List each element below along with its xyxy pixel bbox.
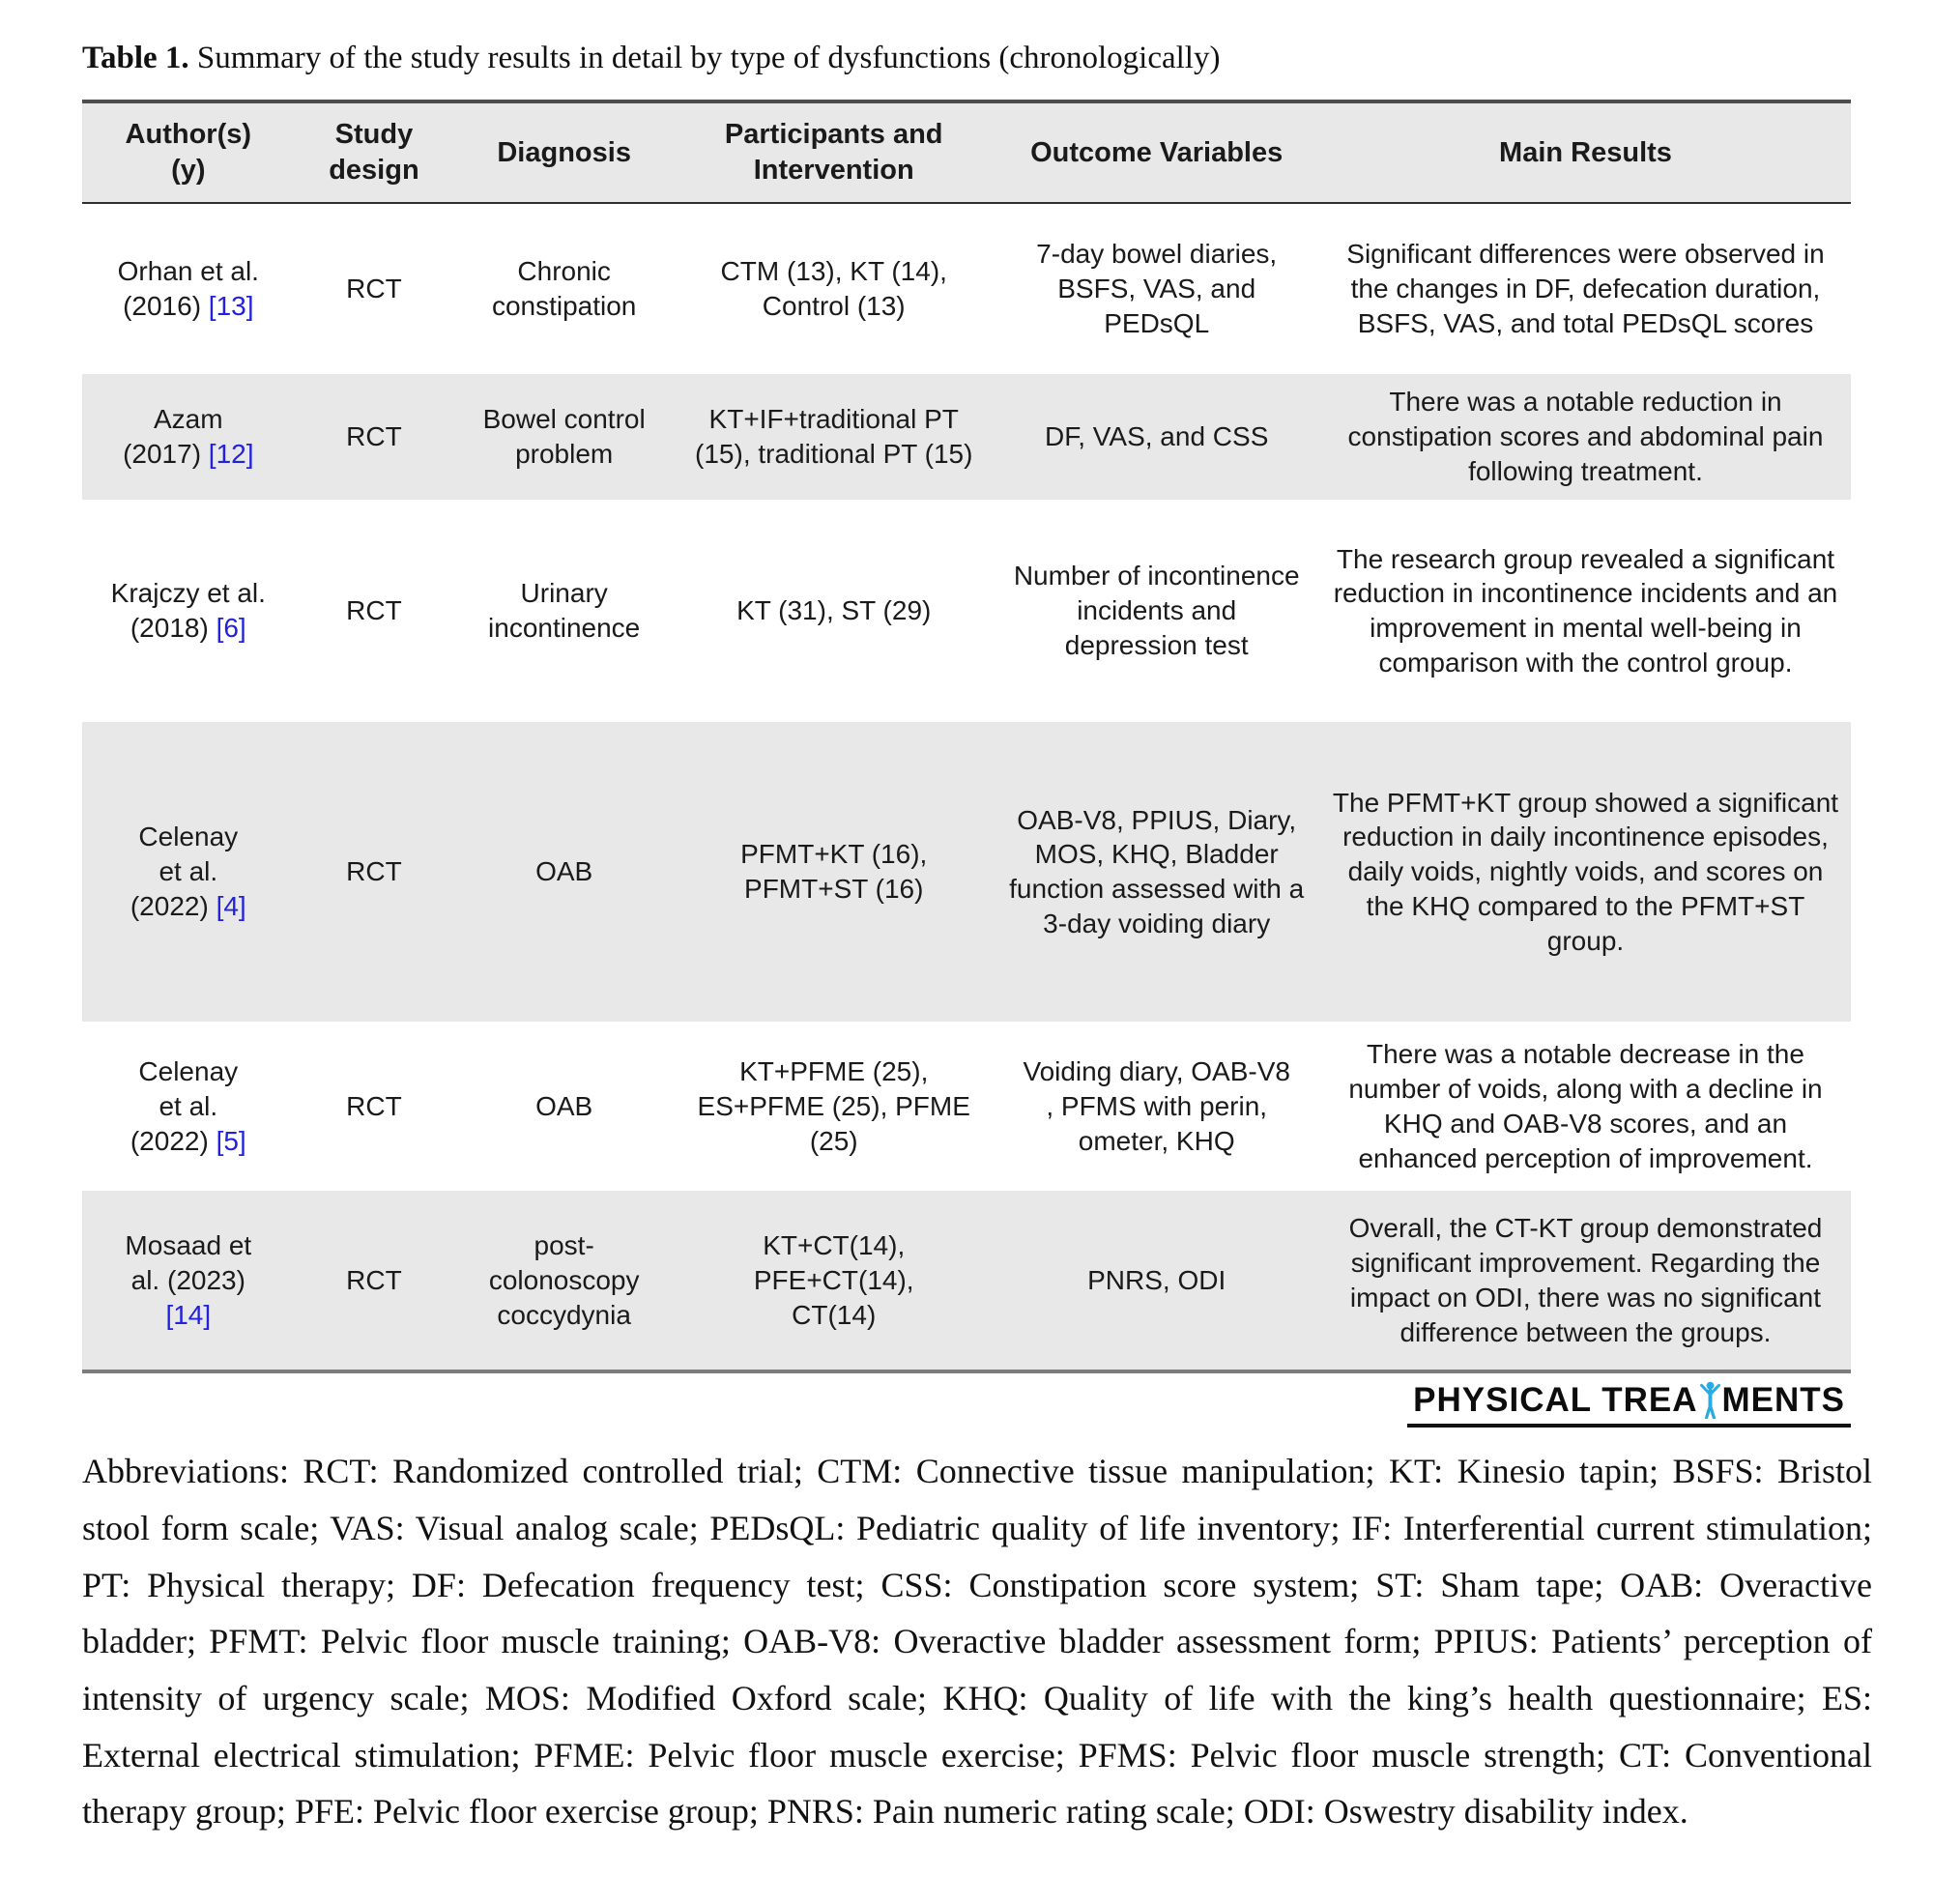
logo-text-right: MENTS [1721,1381,1845,1420]
page: Table 1. Summary of the study results in… [82,41,1872,1840]
logo-text-left: PHYSICAL TREA [1413,1381,1698,1420]
cell-design: RCT [346,1090,402,1121]
cell-design: RCT [346,421,402,452]
col-header-design: Study design [329,119,419,187]
cell-participants: KT+IF+traditional PT (15), traditional P… [695,404,973,470]
col-header-results: Main Results [1499,136,1672,168]
cell-results: There was a notable reduction in constip… [1347,387,1824,487]
journal-logo: PHYSICAL TREA MENTS [1407,1381,1851,1428]
cell-diagnosis: Bowel control problem [482,404,646,470]
cell-diagnosis: OAB [535,1090,593,1121]
citation-link[interactable]: [6] [216,613,246,644]
cell-author: Celenay et al. (2022) [5] [82,1022,295,1191]
cell-author: Mosaad et al. (2023) [14] [82,1191,295,1371]
citation-link[interactable]: [4] [216,891,246,922]
table-row: Mosaad et al. (2023) [14] RCT post- colo… [82,1191,1851,1372]
table-row: Krajczy et al. (2018) [6] RCT Urinary in… [82,500,1851,722]
table-row: Orhan et al. (2016) [13] RCT Chronic con… [82,203,1851,374]
cell-participants: KT (31), ST (29) [736,595,932,626]
logo-row: PHYSICAL TREA MENTS [82,1381,1851,1428]
author-text: Celenay et al. (2022) [130,822,239,922]
citation-link[interactable]: [12] [208,439,254,470]
cell-outcomes: DF, VAS, and CSS [1045,421,1269,452]
table-row: Celenay et al. (2022) [4] RCT OAB PFMT+K… [82,722,1851,1023]
author-text: Krajczy et al. (2018) [110,578,266,644]
cell-results: The PFMT+KT group showed a significant r… [1332,787,1839,956]
table-number: Table 1. [82,41,189,75]
cell-diagnosis: OAB [535,856,593,887]
author-text: Azam (2017) [123,404,223,470]
cell-results: Significant differences were observed in… [1346,239,1825,339]
col-header-outcomes: Outcome Variables [1030,136,1284,168]
citation-link[interactable]: [5] [216,1125,246,1156]
cell-results: There was a notable decrease in the numb… [1348,1039,1823,1173]
table-caption: Table 1. Summary of the study results in… [82,41,1872,76]
cell-design: RCT [346,856,402,887]
author-text: Orhan et al. (2016) [117,256,259,322]
cell-design: RCT [346,595,402,626]
cell-author: Azam (2017) [12] [82,374,295,500]
cell-results: Overall, the CT-KT group demonstrated si… [1348,1213,1823,1347]
cell-results: The research group revealed a significan… [1333,543,1838,678]
cell-design: RCT [346,1264,402,1295]
cell-author: Krajczy et al. (2018) [6] [82,500,295,722]
cell-diagnosis: Chronic constipation [491,256,637,322]
citation-link[interactable]: [13] [208,291,254,322]
cell-outcomes: Number of incontinence incidents and dep… [1013,561,1300,661]
author-text: Mosaad et al. (2023) [125,1229,252,1295]
citation-link[interactable]: [14] [165,1299,212,1330]
cell-outcomes: 7-day bowel diaries, BSFS, VAS, and PEDs… [1036,239,1278,339]
cell-diagnosis: post- colonoscopy coccydynia [488,1229,640,1330]
header-row: Author(s) (y) Study design Diagnosis Par… [82,101,1851,204]
cell-outcomes: PNRS, ODI [1087,1264,1226,1295]
col-header-participants: Participants and Intervention [724,119,943,187]
results-table: Author(s) (y) Study design Diagnosis Par… [82,100,1851,1374]
table-row: Celenay et al. (2022) [5] RCT OAB KT+PFM… [82,1022,1851,1191]
table-caption-text: Summary of the study results in detail b… [188,41,1221,75]
cell-outcomes: Voiding diary, OAB-V8 , PFMS with perin,… [1023,1055,1290,1156]
col-header-diagnosis: Diagnosis [497,136,631,168]
cell-outcomes: OAB-V8, PPIUS, Diary, MOS, KHQ, Bladder … [1009,804,1305,939]
person-icon [1699,1381,1720,1420]
cell-participants: CTM (13), KT (14), Control (13) [720,256,947,322]
col-header-author: Author(s) (y) [125,119,252,187]
cell-participants: PFMT+KT (16), PFMT+ST (16) [740,839,928,905]
cell-participants: KT+PFME (25), ES+PFME (25), PFME (25) [697,1055,970,1156]
cell-author: Celenay et al. (2022) [4] [82,722,295,1022]
table-row: Azam (2017) [12] RCT Bowel control probl… [82,374,1851,501]
abbreviations-text: Abbreviations: RCT: Randomized controlle… [82,1452,1872,1832]
cell-design: RCT [346,274,402,304]
cell-diagnosis: Urinary incontinence [488,578,641,644]
cell-author: Orhan et al. (2016) [13] [82,203,295,374]
cell-participants: KT+CT(14), PFE+CT(14), CT(14) [753,1229,914,1330]
author-text: Celenay et al. (2022) [130,1055,239,1156]
